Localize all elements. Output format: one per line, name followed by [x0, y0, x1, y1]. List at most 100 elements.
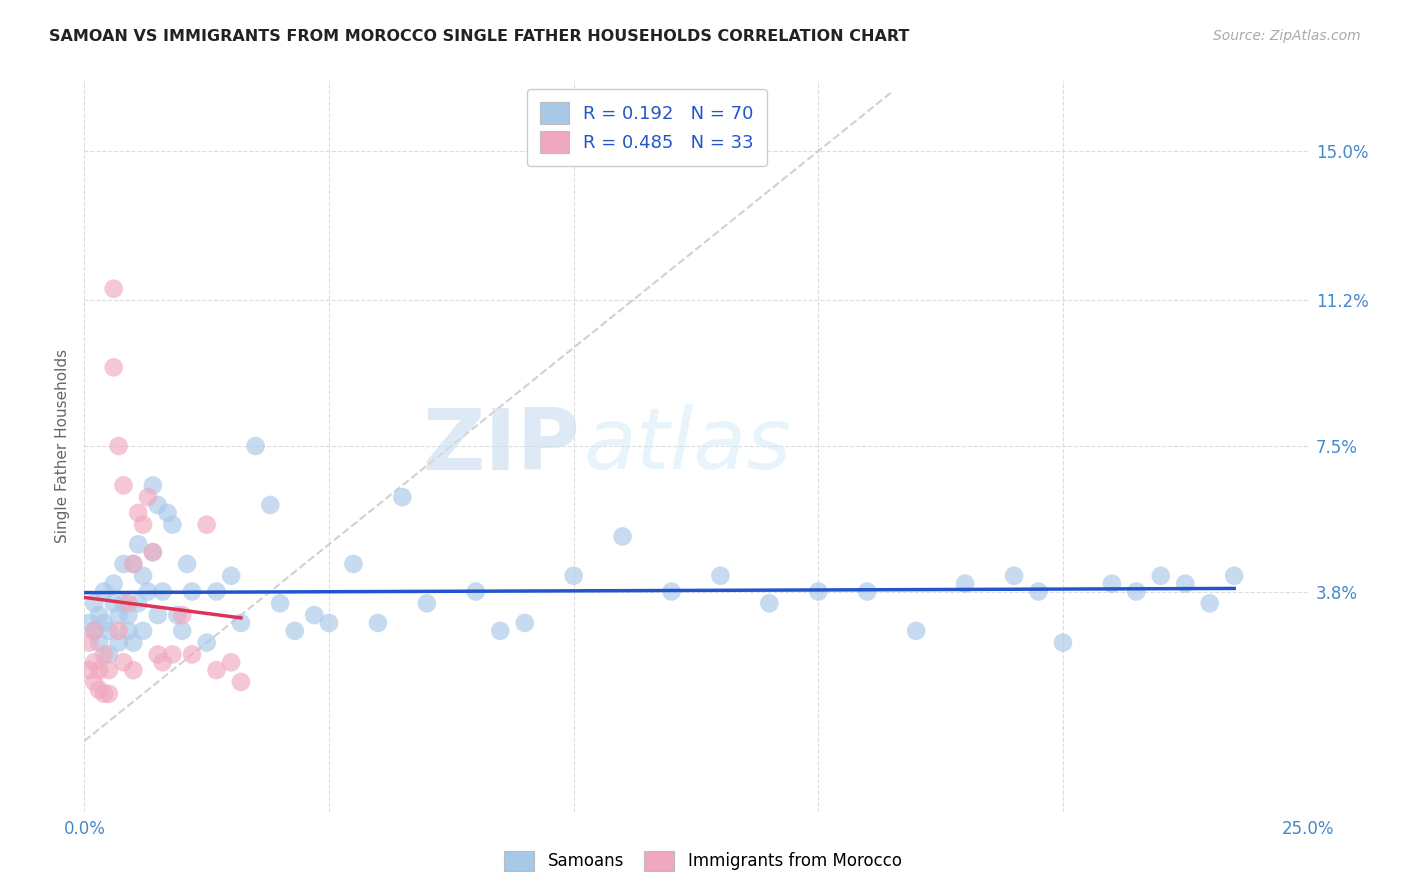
Point — [391, 490, 413, 504]
Point — [513, 615, 536, 630]
Text: Source: ZipAtlas.com: Source: ZipAtlas.com — [1213, 29, 1361, 43]
Text: atlas: atlas — [583, 404, 792, 488]
Point — [162, 517, 184, 532]
Text: SAMOAN VS IMMIGRANTS FROM MOROCCO SINGLE FATHER HOUSEHOLDS CORRELATION CHART: SAMOAN VS IMMIGRANTS FROM MOROCCO SINGLE… — [49, 29, 910, 44]
Point — [83, 624, 105, 638]
Point — [905, 624, 928, 638]
Point — [93, 687, 115, 701]
Point — [112, 557, 135, 571]
Point — [112, 596, 135, 610]
Point — [1002, 568, 1025, 582]
Point — [205, 584, 228, 599]
Point — [953, 576, 976, 591]
Point — [219, 655, 242, 669]
Point — [122, 635, 145, 649]
Point — [229, 615, 252, 630]
Point — [229, 675, 252, 690]
Point — [97, 648, 120, 662]
Point — [807, 584, 830, 599]
Point — [132, 517, 155, 532]
Point — [77, 663, 100, 677]
Point — [612, 529, 634, 543]
Point — [1052, 635, 1074, 649]
Point — [156, 506, 179, 520]
Point — [318, 615, 340, 630]
Point — [83, 624, 105, 638]
Point — [284, 624, 307, 638]
Point — [146, 498, 169, 512]
Point — [122, 557, 145, 571]
Point — [1150, 568, 1173, 582]
Point — [107, 635, 129, 649]
Point — [142, 545, 165, 559]
Point — [304, 608, 326, 623]
Point — [87, 635, 110, 649]
Point — [195, 635, 218, 649]
Point — [259, 498, 281, 512]
Point — [152, 584, 174, 599]
Point — [103, 282, 125, 296]
Text: ZIP: ZIP — [422, 404, 579, 488]
Point — [83, 596, 105, 610]
Point — [562, 568, 585, 582]
Point — [93, 584, 115, 599]
Point — [93, 615, 115, 630]
Point — [1125, 584, 1147, 599]
Point — [83, 655, 105, 669]
Point — [162, 648, 184, 662]
Point — [83, 675, 105, 690]
Point — [1028, 584, 1050, 599]
Point — [176, 557, 198, 571]
Point — [77, 635, 100, 649]
Point — [181, 584, 204, 599]
Point — [172, 624, 194, 638]
Point — [1174, 576, 1197, 591]
Point — [87, 608, 110, 623]
Point — [117, 624, 139, 638]
Point — [1198, 596, 1220, 610]
Point — [489, 624, 512, 638]
Point — [122, 663, 145, 677]
Point — [107, 608, 129, 623]
Point — [205, 663, 228, 677]
Point — [152, 655, 174, 669]
Legend: Samoans, Immigrants from Morocco: Samoans, Immigrants from Morocco — [496, 842, 910, 880]
Legend: R = 0.192   N = 70, R = 0.485   N = 33: R = 0.192 N = 70, R = 0.485 N = 33 — [527, 89, 766, 166]
Y-axis label: Single Father Households: Single Father Households — [55, 349, 70, 543]
Point — [112, 478, 135, 492]
Point — [127, 506, 149, 520]
Point — [103, 576, 125, 591]
Point — [127, 596, 149, 610]
Point — [97, 624, 120, 638]
Point — [166, 608, 188, 623]
Point — [77, 615, 100, 630]
Point — [87, 682, 110, 697]
Point — [146, 648, 169, 662]
Point — [142, 545, 165, 559]
Point — [136, 584, 159, 599]
Point — [1223, 568, 1246, 582]
Point — [367, 615, 389, 630]
Point — [1101, 576, 1123, 591]
Point — [103, 360, 125, 375]
Point — [464, 584, 486, 599]
Point — [416, 596, 439, 610]
Point — [127, 537, 149, 551]
Point — [142, 478, 165, 492]
Point — [758, 596, 780, 610]
Point — [112, 655, 135, 669]
Point — [661, 584, 683, 599]
Point — [269, 596, 291, 610]
Point — [107, 624, 129, 638]
Point — [132, 624, 155, 638]
Point — [245, 439, 267, 453]
Point — [87, 663, 110, 677]
Point — [93, 648, 115, 662]
Point — [146, 608, 169, 623]
Point — [181, 648, 204, 662]
Point — [117, 596, 139, 610]
Point — [117, 608, 139, 623]
Point — [107, 439, 129, 453]
Point — [342, 557, 364, 571]
Point — [132, 568, 155, 582]
